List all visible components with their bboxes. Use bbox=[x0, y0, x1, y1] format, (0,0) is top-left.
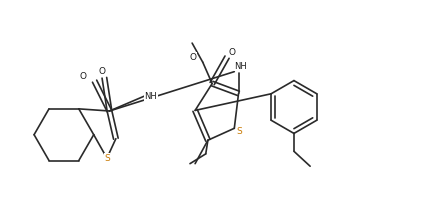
Text: O: O bbox=[229, 48, 236, 56]
Text: S: S bbox=[104, 154, 110, 163]
Text: O: O bbox=[190, 53, 197, 62]
Text: NH: NH bbox=[144, 92, 157, 101]
Text: O: O bbox=[80, 72, 87, 81]
Text: O: O bbox=[99, 67, 106, 76]
Text: S: S bbox=[236, 127, 242, 136]
Text: NH: NH bbox=[234, 62, 247, 71]
